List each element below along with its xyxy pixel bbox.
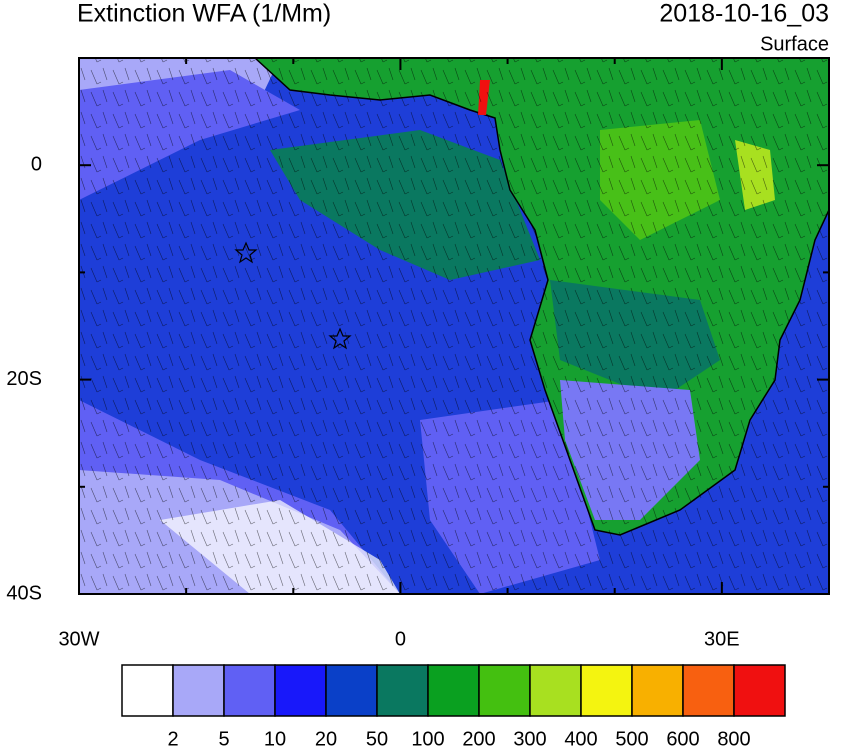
level: Surface	[760, 33, 829, 55]
x-tick-label: 30W	[58, 628, 99, 650]
y-tick-label: 20S	[6, 368, 42, 390]
plot-frame	[78, 57, 830, 595]
y-tick-label: 0	[31, 153, 42, 175]
map-field	[79, 58, 829, 594]
colorbar-box	[427, 664, 480, 717]
colorbar-label: 500	[615, 728, 648, 750]
x-tick-label: 30E	[704, 628, 740, 650]
colorbar-label: 2	[167, 728, 178, 750]
colorbar-label: 400	[564, 728, 597, 750]
colorbar-label: 200	[462, 728, 495, 750]
colorbar-box	[478, 664, 531, 717]
colorbar-label: 600	[666, 728, 699, 750]
title: Extinction WFA (1/Mm)	[77, 0, 331, 28]
colorbar-box	[529, 664, 582, 717]
site-marker	[328, 327, 352, 350]
colorbar-box	[580, 664, 633, 717]
colorbar-label: 800	[717, 728, 750, 750]
site-marker	[234, 241, 258, 264]
colorbar-label: 20	[315, 728, 337, 750]
colorbar-box	[172, 664, 225, 717]
colorbar-box	[631, 664, 684, 717]
colorbar-label: 10	[264, 728, 286, 750]
colorbar-box	[121, 664, 174, 717]
x-tick-label: 0	[395, 628, 406, 650]
colorbar-box	[223, 664, 276, 717]
colorbar-box	[274, 664, 327, 717]
y-tick-label: 40S	[6, 582, 42, 604]
colorbar-box	[325, 664, 378, 717]
colorbar-label: 100	[411, 728, 444, 750]
time: 2018-10-16_03	[659, 0, 829, 28]
colorbar-label: 300	[513, 728, 546, 750]
colorbar-label: 50	[366, 728, 388, 750]
colorbar-box	[682, 664, 735, 717]
wind-barbs	[79, 58, 829, 594]
colorbar-label: 5	[218, 728, 229, 750]
colorbar-box	[376, 664, 429, 717]
colorbar-box	[733, 664, 786, 717]
